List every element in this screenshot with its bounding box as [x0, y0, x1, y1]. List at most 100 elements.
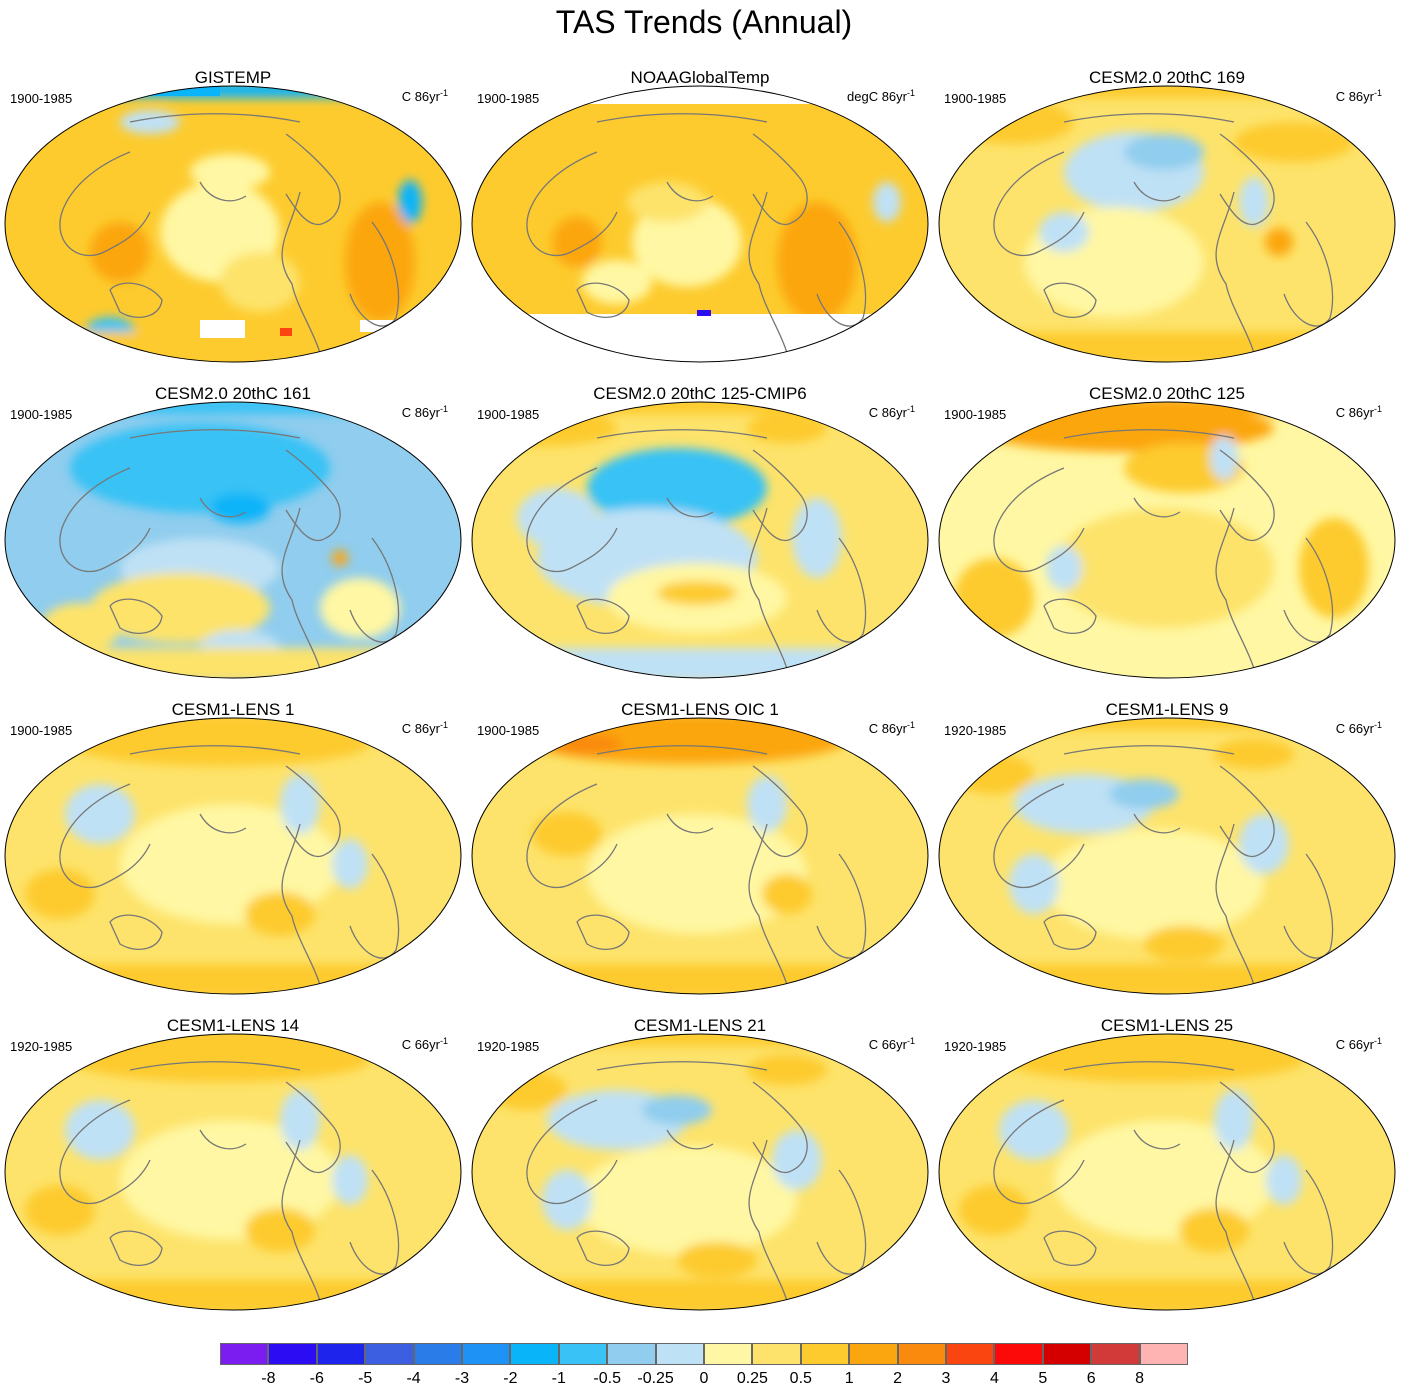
anomaly-region — [332, 1155, 368, 1205]
units-exponent: -1 — [439, 88, 448, 98]
colorbar-swatch — [413, 1343, 462, 1365]
anomaly-region — [657, 581, 737, 605]
anomaly-region — [1234, 122, 1354, 162]
coastline — [596, 1061, 768, 1071]
period-label: 1920-1985 — [477, 1039, 540, 1054]
anomaly-region — [1266, 1155, 1302, 1205]
units-text: C 66yr — [1335, 1037, 1374, 1052]
units-text: C 86yr — [868, 405, 907, 420]
coastline — [816, 853, 867, 959]
missing-data-patch — [150, 86, 220, 96]
units-text: C 86yr — [401, 721, 440, 736]
trend-map — [938, 1033, 1396, 1311]
units-exponent: -1 — [906, 88, 915, 98]
colorbar-swatch — [220, 1343, 269, 1365]
coastline — [281, 823, 323, 994]
colorbar-swatch — [607, 1343, 656, 1365]
panel-title: CESM1-LENS 21 — [633, 1016, 767, 1035]
anomaly-region — [90, 573, 270, 643]
units-text: C 86yr — [1335, 405, 1374, 420]
missing-data-antarctic — [472, 314, 928, 362]
anomaly-region — [25, 1185, 95, 1235]
antarctic-band — [472, 964, 928, 994]
coastline — [1215, 1139, 1257, 1310]
coastline — [993, 1099, 1085, 1205]
coastline — [349, 1169, 400, 1275]
map-outline — [938, 401, 1396, 679]
units-exponent: -1 — [1373, 88, 1382, 98]
colorbar-swatch — [365, 1343, 414, 1365]
coastline — [129, 429, 301, 439]
units-exponent: -1 — [439, 404, 448, 414]
coastline — [1063, 1061, 1235, 1071]
anomaly-region — [90, 222, 150, 282]
coastline — [748, 191, 790, 362]
units-exponent: -1 — [1373, 404, 1382, 414]
units-label: C 66yr-1 — [1336, 720, 1382, 736]
trend-map — [4, 401, 462, 679]
panel-title: CESM1-LENS 9 — [1105, 700, 1229, 719]
panel-title: CESM2.0 20thC 169 — [1089, 68, 1245, 87]
coastline — [109, 914, 163, 950]
coastline — [199, 181, 247, 202]
map-panel: CESM1-LENS 25 1920-1985 C 66yr-1 — [934, 1016, 1400, 1332]
map-panel: CESM1-LENS 14 1920-1985 C 66yr-1 — [0, 1016, 466, 1332]
anomaly-region — [1210, 436, 1238, 480]
coastline — [666, 497, 714, 518]
anomaly-region — [190, 154, 270, 190]
coastline — [1063, 429, 1235, 439]
map-outline — [471, 85, 929, 363]
coastline — [199, 813, 247, 834]
coastline — [1219, 765, 1275, 857]
anomaly-region — [642, 1095, 712, 1125]
map-outline — [4, 85, 462, 363]
coastline — [576, 914, 630, 950]
anomaly-region — [954, 754, 1034, 794]
coastline — [666, 1129, 714, 1150]
anomaly-region — [65, 1100, 135, 1160]
period-label: 1900-1985 — [477, 407, 540, 422]
coastline — [752, 133, 808, 225]
page-title: TAS Trends (Annual) — [555, 4, 853, 40]
anomaly-region — [999, 1100, 1069, 1160]
trend-map — [471, 717, 929, 995]
colorbar-label: 4 — [989, 1370, 999, 1387]
anomaly-region — [1239, 177, 1269, 227]
anomaly-region — [532, 812, 602, 856]
panel-title: CESM1-LENS 14 — [166, 1016, 300, 1035]
anomaly-region — [792, 498, 842, 578]
colorbar-swatch — [1091, 1343, 1140, 1365]
units-text: C 66yr — [401, 1037, 440, 1052]
map-outline — [938, 1033, 1396, 1311]
coastline — [1133, 181, 1181, 202]
coastline — [1219, 449, 1275, 541]
units-exponent: -1 — [1373, 1036, 1382, 1046]
map-outline — [471, 401, 929, 679]
anomaly-region — [677, 1242, 757, 1278]
coastline — [526, 1099, 618, 1205]
units-exponent: -1 — [439, 720, 448, 730]
panel-title: CESM1-LENS 25 — [1100, 1016, 1234, 1035]
map-panel: GISTEMP 1900-1985 C 86yr-1 — [0, 68, 466, 384]
coastline — [1043, 1230, 1097, 1266]
anomaly-region — [398, 180, 422, 224]
units-label: degC 86yr-1 — [847, 88, 915, 104]
coastline — [349, 853, 400, 959]
panel-title: NOAAGlobalTemp — [630, 68, 770, 87]
anomaly-region — [747, 1055, 827, 1085]
map-outline — [938, 85, 1396, 363]
trend-map — [938, 85, 1396, 363]
trend-map — [4, 717, 462, 995]
coastline — [285, 133, 341, 225]
period-label: 1900-1985 — [10, 91, 73, 106]
coastline — [1283, 221, 1334, 327]
colorbar-label: -1 — [551, 1370, 566, 1387]
units-exponent: -1 — [439, 1036, 448, 1046]
anomaly-region — [1265, 228, 1293, 256]
anomaly-region — [772, 1130, 822, 1190]
coastline — [1283, 537, 1334, 643]
anomaly-region — [245, 892, 315, 936]
anomaly-region — [280, 1090, 320, 1150]
coastline — [596, 745, 768, 755]
trend-map — [471, 85, 929, 363]
